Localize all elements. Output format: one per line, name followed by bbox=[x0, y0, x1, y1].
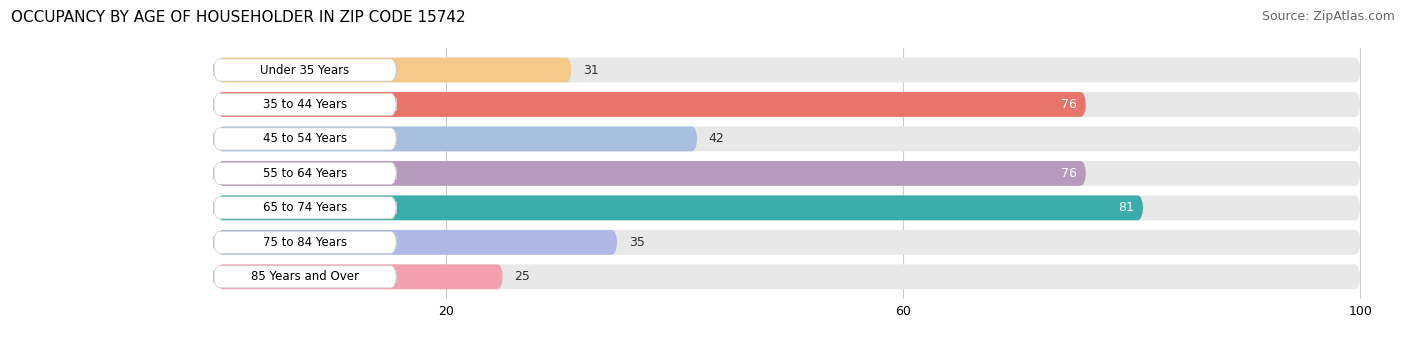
FancyBboxPatch shape bbox=[217, 195, 1143, 220]
Text: 31: 31 bbox=[583, 64, 599, 76]
Text: 76: 76 bbox=[1062, 167, 1077, 180]
FancyBboxPatch shape bbox=[217, 265, 503, 289]
FancyBboxPatch shape bbox=[214, 128, 396, 150]
FancyBboxPatch shape bbox=[217, 230, 617, 255]
FancyBboxPatch shape bbox=[217, 161, 1085, 186]
Text: 85 Years and Over: 85 Years and Over bbox=[252, 270, 359, 283]
Text: OCCUPANCY BY AGE OF HOUSEHOLDER IN ZIP CODE 15742: OCCUPANCY BY AGE OF HOUSEHOLDER IN ZIP C… bbox=[11, 10, 465, 25]
FancyBboxPatch shape bbox=[217, 57, 1361, 82]
Text: 75 to 84 Years: 75 to 84 Years bbox=[263, 236, 347, 249]
FancyBboxPatch shape bbox=[214, 163, 396, 184]
Text: 81: 81 bbox=[1118, 201, 1135, 214]
Text: 55 to 64 Years: 55 to 64 Years bbox=[263, 167, 347, 180]
FancyBboxPatch shape bbox=[217, 126, 1361, 151]
Text: 65 to 74 Years: 65 to 74 Years bbox=[263, 201, 347, 214]
Text: Under 35 Years: Under 35 Years bbox=[260, 64, 350, 76]
FancyBboxPatch shape bbox=[217, 265, 1361, 289]
FancyBboxPatch shape bbox=[217, 230, 1361, 255]
FancyBboxPatch shape bbox=[214, 266, 396, 288]
FancyBboxPatch shape bbox=[217, 126, 697, 151]
FancyBboxPatch shape bbox=[217, 57, 571, 82]
FancyBboxPatch shape bbox=[214, 94, 396, 116]
FancyBboxPatch shape bbox=[217, 92, 1085, 117]
Text: Source: ZipAtlas.com: Source: ZipAtlas.com bbox=[1261, 10, 1395, 23]
FancyBboxPatch shape bbox=[217, 195, 1361, 220]
FancyBboxPatch shape bbox=[217, 161, 1361, 186]
Text: 45 to 54 Years: 45 to 54 Years bbox=[263, 133, 347, 146]
FancyBboxPatch shape bbox=[214, 197, 396, 219]
Text: 25: 25 bbox=[515, 270, 530, 283]
FancyBboxPatch shape bbox=[214, 231, 396, 253]
FancyBboxPatch shape bbox=[214, 59, 396, 81]
Text: 42: 42 bbox=[709, 133, 724, 146]
Text: 35 to 44 Years: 35 to 44 Years bbox=[263, 98, 347, 111]
FancyBboxPatch shape bbox=[217, 92, 1361, 117]
Text: 35: 35 bbox=[628, 236, 644, 249]
Text: 76: 76 bbox=[1062, 98, 1077, 111]
